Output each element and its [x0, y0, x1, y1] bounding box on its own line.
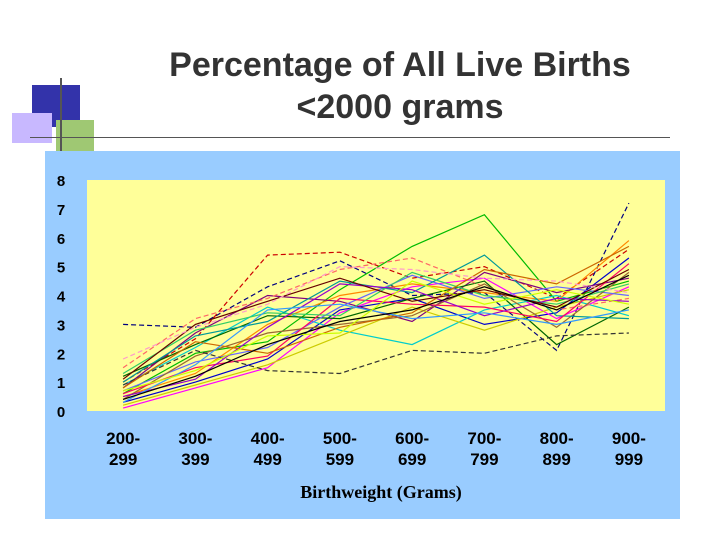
- series-line-s9: [122, 280, 630, 377]
- x-tick-label-bottom: 499: [253, 450, 281, 469]
- slide-title: Percentage of All Live Births <2000 gram…: [100, 44, 700, 128]
- slide-title-line-2: <2000 grams: [296, 88, 504, 126]
- x-tick-label-bottom: 799: [470, 450, 498, 469]
- y-tick-label: 0: [57, 404, 65, 421]
- y-tick-label: 8: [57, 173, 65, 190]
- decor-vertical-rule: [60, 78, 62, 160]
- x-tick-label-top: 200-: [106, 429, 140, 448]
- y-tick-label: 7: [57, 202, 65, 219]
- x-tick-label-top: 800-: [540, 429, 574, 448]
- x-tick-label-top: 700-: [467, 429, 501, 448]
- x-tick-label-bottom: 299: [109, 450, 137, 469]
- x-tick-label-bottom: 899: [542, 450, 570, 469]
- x-tick-label-bottom: 399: [181, 450, 209, 469]
- decor-horizontal-rule: [30, 137, 670, 138]
- y-tick-label: 3: [57, 317, 65, 334]
- y-tick-label: 2: [57, 346, 65, 363]
- series-line-s19: [122, 245, 630, 389]
- series-line-s2: [123, 202, 630, 352]
- series-line-s6: [122, 294, 630, 386]
- series-line-s12: [122, 274, 629, 392]
- x-tick-label-top: 500-: [323, 429, 357, 448]
- x-tick-label-top: 400-: [251, 429, 285, 448]
- x-tick-label-bottom: 599: [326, 450, 354, 469]
- x-tick-label-top: 600-: [395, 429, 429, 448]
- series-line-s17: [122, 271, 630, 375]
- y-tick-label: 5: [57, 260, 65, 277]
- series-line-s16: [122, 332, 629, 386]
- y-tick-label: 4: [57, 289, 66, 306]
- slide-title-line-1: Percentage of All Live Births: [169, 46, 631, 84]
- series-line-s1: [122, 257, 630, 403]
- x-tick-label-bottom: 699: [398, 450, 426, 469]
- x-tick-label-top: 900-: [612, 429, 646, 448]
- series-line-s20: [122, 303, 630, 403]
- x-tick-label-bottom: 999: [615, 450, 643, 469]
- series-line-s23: [122, 265, 629, 360]
- series-line-s3: [122, 248, 630, 383]
- line-chart: 0 1 2 3 4 5 6 7 8 200- 299 300- 399 400- 499 500- 599 600…: [57, 173, 665, 503]
- series-line-s22: [122, 280, 630, 392]
- y-tick-label: 6: [57, 231, 65, 248]
- decor-square-violet: [12, 113, 52, 143]
- y-tick-label: 1: [57, 375, 65, 392]
- x-tick-label-top: 300-: [178, 429, 212, 448]
- series-line-s24: [122, 274, 630, 400]
- series-line-s21: [122, 268, 630, 380]
- series-line-s10: [122, 289, 630, 406]
- series-line-s15: [122, 263, 630, 395]
- series-line-s4: [122, 277, 630, 409]
- x-axis-title: Birthweight (Grams): [300, 482, 461, 503]
- chart-panel: 0 1 2 3 4 5 6 7 8 200- 299 300- 399 400- 499 500- 599 600…: [45, 151, 680, 519]
- series-line-s11: [122, 257, 629, 369]
